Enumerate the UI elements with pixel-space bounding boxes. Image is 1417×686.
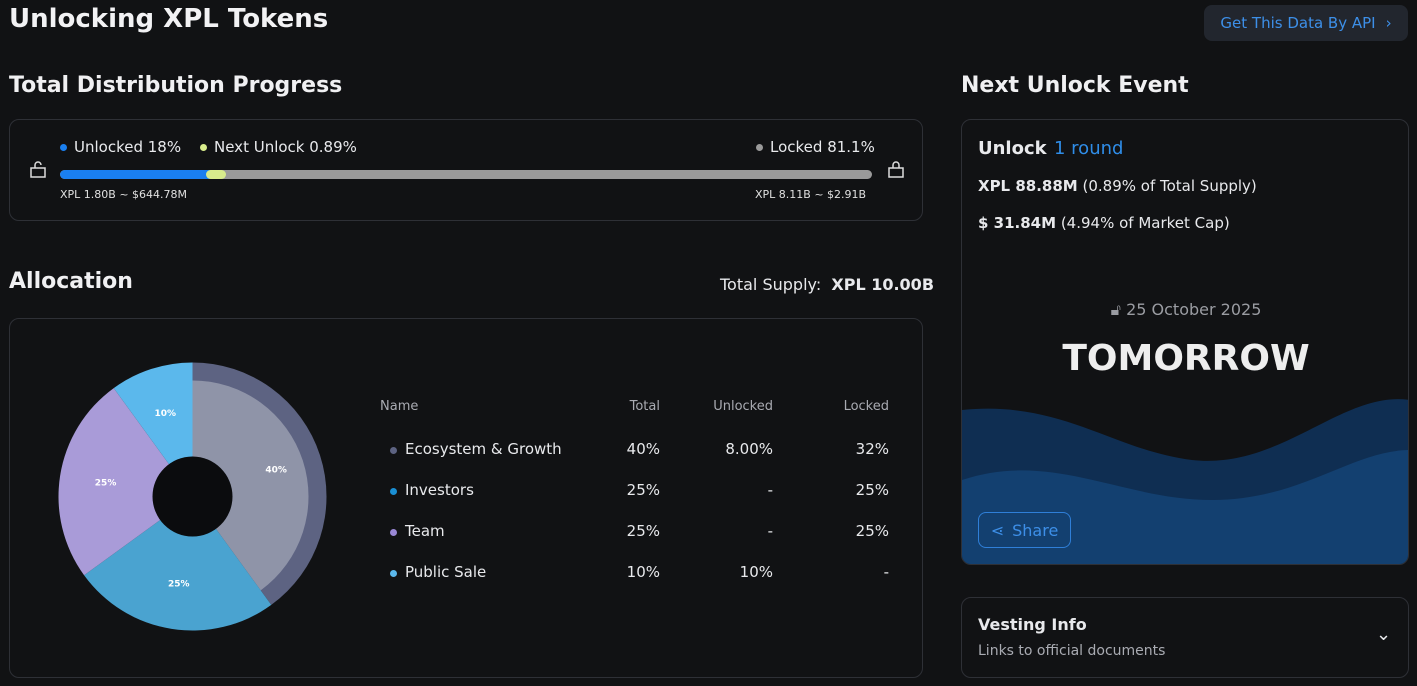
unlock-date: 🔓︎ 25 October 2025	[1110, 300, 1262, 319]
row-locked: 25%	[855, 480, 889, 499]
allocation-pie-chart: 40% 25% 25% 10%	[58, 362, 327, 631]
legend-unlocked: Unlocked 18%	[60, 138, 181, 156]
next-unlock-card: Unlock 1 round XPL 88.88M (0.89% of Tota…	[961, 119, 1409, 565]
share-icon: ⋖	[990, 520, 1005, 540]
share-button[interactable]: ⋖ Share	[978, 512, 1071, 548]
pie-slice-ecosystem-growth[interactable]	[192, 380, 309, 591]
unlock-icon	[30, 161, 46, 178]
unlock-rounds: 1 round	[1054, 138, 1124, 159]
allocation-heading: Allocation	[9, 269, 133, 294]
unlock-usd: $ 31.84M (4.94% of Market Cap)	[978, 214, 1230, 232]
pie-label: 25%	[95, 479, 117, 489]
chevron-right-icon: ›	[1385, 14, 1392, 32]
col-unlocked: Unlocked	[713, 399, 773, 414]
vesting-info-accordion[interactable]: Vesting Info Links to official documents…	[961, 597, 1409, 678]
legend-next-unlock: Next Unlock 0.89%	[200, 138, 357, 156]
unlock-icon: 🔓︎	[1110, 300, 1121, 319]
wave-decoration	[962, 399, 1408, 564]
unlock-tokens: XPL 88.88M (0.89% of Total Supply)	[978, 177, 1257, 195]
row-total: 10%	[626, 562, 660, 581]
locked-amount: XPL 8.11B ~ $2.91B	[755, 188, 867, 201]
countdown: TOMORROW	[1062, 338, 1310, 379]
next-unlock-heading: Next Unlock Event	[961, 73, 1189, 98]
lock-icon	[888, 161, 904, 178]
row-unlocked: -	[767, 521, 773, 540]
col-locked: Locked	[843, 399, 889, 414]
pie-hole	[152, 456, 233, 537]
row-total: 25%	[626, 521, 660, 540]
row-total: 25%	[626, 480, 660, 499]
table-row: Investors 25% - 25%	[380, 469, 889, 510]
vesting-title: Vesting Info	[978, 615, 1087, 634]
row-locked: 25%	[855, 521, 889, 540]
chevron-down-icon: ⌄	[1376, 624, 1392, 645]
table-row: Team 25% - 25%	[380, 510, 889, 551]
row-name: Ecosystem & Growth	[380, 428, 610, 469]
legend-locked: Locked 81.1%	[756, 138, 875, 156]
row-name: Investors	[380, 469, 610, 510]
row-locked: 32%	[855, 439, 889, 458]
table-row: Public Sale 10% 10% -	[380, 551, 889, 592]
row-name: Public Sale	[380, 551, 610, 592]
api-button-label: Get This Data By API	[1220, 14, 1376, 32]
vesting-subtitle: Links to official documents	[978, 643, 1166, 659]
table-header: Name Total Unlocked Locked	[380, 399, 889, 428]
pie-label: 25%	[168, 579, 190, 589]
allocation-table: Name Total Unlocked Locked Ecosystem & G…	[380, 399, 889, 592]
pie-label: 40%	[265, 465, 287, 475]
total-supply: Total Supply: XPL 10.00B	[720, 275, 935, 294]
unlocked-amount: XPL 1.80B ~ $644.78M	[60, 188, 188, 201]
table-row: Ecosystem & Growth 40% 8.00% 32%	[380, 428, 889, 469]
row-total: 40%	[626, 439, 660, 458]
unlocked-fill	[60, 170, 215, 179]
row-unlocked: 10%	[739, 562, 773, 581]
pie-slice-investors[interactable]	[84, 496, 272, 631]
row-locked: -	[883, 562, 889, 581]
distribution-progress-bar	[60, 170, 872, 179]
next-unlock-fill	[206, 170, 227, 179]
row-name: Team	[380, 510, 610, 551]
pie-label: 10%	[155, 409, 177, 419]
row-unlocked: -	[767, 480, 773, 499]
col-total: Total	[629, 399, 660, 414]
get-data-by-api-button[interactable]: Get This Data By API ›	[1204, 5, 1408, 41]
distribution-progress-card: Unlocked 18% Next Unlock 0.89% Locked 81…	[9, 119, 923, 221]
distribution-heading: Total Distribution Progress	[9, 73, 343, 98]
page-title: Unlocking XPL Tokens	[9, 4, 329, 34]
unlock-label: Unlock	[978, 138, 1047, 159]
row-unlocked: 8.00%	[725, 439, 773, 458]
col-name: Name	[380, 399, 419, 414]
pie-slice-team[interactable]	[58, 388, 193, 576]
allocation-card: 40% 25% 25% 10% Name Total Unlocked Locked …	[9, 318, 923, 678]
